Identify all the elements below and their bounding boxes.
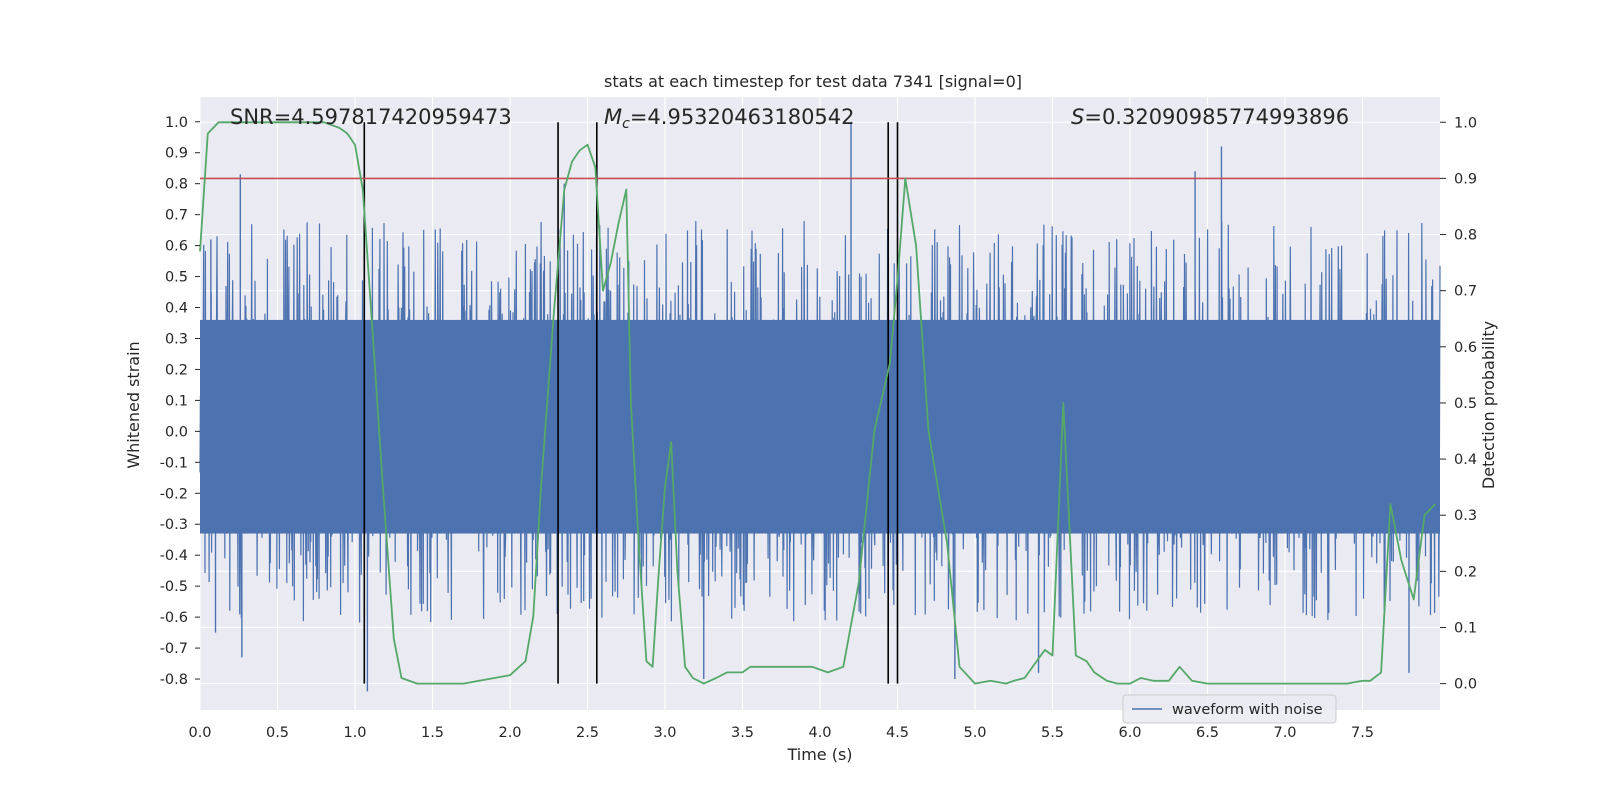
chirp-mass-annotation: Mc=4.95320463180542 xyxy=(604,105,855,132)
x-tick-label: 2.0 xyxy=(498,725,521,741)
x-tick-label: 7.0 xyxy=(1273,725,1296,741)
y-tick-label-left: 0.4 xyxy=(165,301,188,317)
y-tick-label-left: -0.5 xyxy=(160,579,188,595)
waveform-trace xyxy=(199,121,1441,692)
s-annotation: S=0.32090985774993896 xyxy=(1071,105,1349,129)
x-tick-label: 7.5 xyxy=(1351,725,1374,741)
probability-path xyxy=(199,121,1436,685)
y-tick-label-left: -0.7 xyxy=(160,641,188,657)
y-tick-label-right: 1.0 xyxy=(1454,115,1477,131)
y-tick-label-right: 0.4 xyxy=(1454,452,1477,468)
y-tick-label-left: 0.3 xyxy=(165,331,188,347)
chart-title: stats at each timestep for test data 734… xyxy=(604,72,1022,91)
x-tick-label: 6.0 xyxy=(1118,725,1141,741)
x-tick-label: 1.5 xyxy=(421,725,444,741)
x-tick-label: 3.5 xyxy=(731,725,754,741)
x-tick-label: 5.5 xyxy=(1041,725,1064,741)
x-axis-label: Time (s) xyxy=(786,745,852,764)
y-tick-label-right: 0.9 xyxy=(1454,171,1477,187)
chirp-mass-subscript: c xyxy=(622,116,630,132)
y-tick-label-right: 0.3 xyxy=(1454,508,1477,524)
y-tick-label-right: 0.6 xyxy=(1454,340,1477,356)
y-tick-label-left: -0.1 xyxy=(160,455,188,471)
waveform-core-band xyxy=(200,319,1440,534)
x-tick-label: 1.0 xyxy=(343,725,366,741)
y-tick-label-right: 0.1 xyxy=(1454,620,1477,636)
s-value: =0.32090985774993896 xyxy=(1084,105,1349,129)
chirp-mass-symbol: M xyxy=(604,105,622,129)
right-axis-label: Detection probability xyxy=(1479,321,1498,489)
y-tick-label-left: 0.2 xyxy=(165,362,188,378)
y-tick-label-left: 0.7 xyxy=(165,208,188,224)
legend-box xyxy=(1122,694,1337,724)
y-tick-label-left: -0.3 xyxy=(160,517,188,533)
chirp-mass-value: =4.95320463180542 xyxy=(630,105,855,129)
legend: waveform with noise xyxy=(1122,694,1337,724)
y-tick-label-left: 0.8 xyxy=(165,177,188,193)
x-tick-label: 0.0 xyxy=(188,725,211,741)
x-tick-label: 2.5 xyxy=(576,725,599,741)
y-tick-label-left: 0.5 xyxy=(165,270,188,286)
y-tick-label-left: 0.6 xyxy=(165,239,188,255)
s-symbol: S xyxy=(1071,105,1084,129)
y-tick-label-right: 0.5 xyxy=(1454,396,1477,412)
x-tick-label: 4.5 xyxy=(886,725,909,741)
y-tick-label-left: -0.2 xyxy=(160,486,188,502)
left-axis-label: Whitened strain xyxy=(124,341,143,468)
x-tick-label: 6.5 xyxy=(1196,725,1219,741)
y-tick-label-left: -0.4 xyxy=(160,548,188,564)
y-tick-label-left: 0.1 xyxy=(165,393,188,409)
snr-annotation: SNR=4.597817420959473 xyxy=(230,105,512,129)
y-tick-label-left: 0.9 xyxy=(165,146,188,162)
y-tick-label-left: -0.6 xyxy=(160,610,188,626)
right-axis-ticks: 1.0 0.9 0.8 0.7 0.6 0.5 0.4 0.3 0.2 0.1 0.0 xyxy=(1440,115,1477,693)
x-tick-label: 3.0 xyxy=(653,725,676,741)
y-tick-label-left: 0.0 xyxy=(165,424,188,440)
x-tick-label: 5.0 xyxy=(963,725,986,741)
y-tick-label-right: 0.2 xyxy=(1454,564,1477,580)
left-axis-ticks: 1.0 0.9 0.8 0.7 0.6 0.5 0.4 0.3 0.2 0.1 0.0 -0.1 -0.… xyxy=(160,115,200,688)
y-tick-label-right: 0.8 xyxy=(1454,228,1477,244)
y-tick-label-right: 0.7 xyxy=(1454,284,1477,300)
x-tick-label: 0.5 xyxy=(266,725,289,741)
y-tick-label-left: 1.0 xyxy=(165,115,188,131)
y-tick-label-right: 0.0 xyxy=(1454,677,1477,693)
legend-label: waveform with noise xyxy=(1172,702,1323,718)
x-axis-ticks: 0.0 0.5 1.0 1.5 2.0 2.5 3.0 3.5 4.0 4.5 5.0 5.5 6.0 6… xyxy=(188,725,1374,741)
y-tick-label-left: -0.8 xyxy=(160,672,188,688)
detection-probability-line xyxy=(199,121,1436,685)
x-tick-label: 4.0 xyxy=(808,725,831,741)
